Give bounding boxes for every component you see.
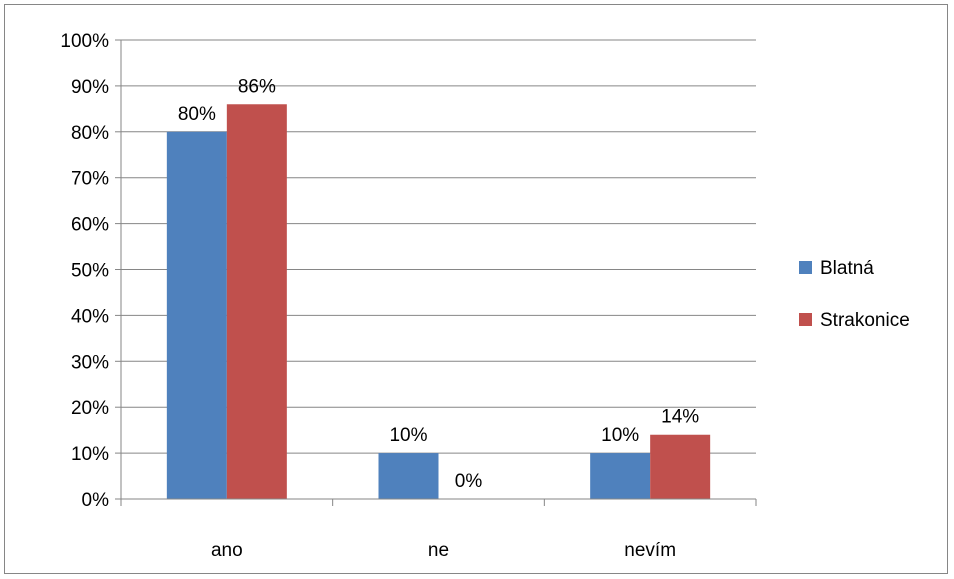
data-label: 10%	[389, 425, 427, 446]
y-tick-labels: 0% 10% 20% 30% 40% 50% 60% 70% 80% 90% 100%	[60, 31, 109, 511]
y-tick-label: 20%	[71, 398, 109, 419]
x-tick-labels: ano ne nevím	[211, 540, 676, 561]
y-tick-label: 100%	[60, 31, 109, 52]
bar	[650, 434, 711, 499]
legend: Blatná Strakonice	[799, 258, 910, 331]
bars	[166, 104, 711, 500]
y-tick-label: 90%	[71, 77, 109, 98]
bar	[590, 453, 651, 499]
x-tick-label: ne	[428, 540, 449, 561]
y-tick-label: 0%	[82, 490, 110, 511]
bar	[226, 104, 287, 499]
data-label: 86%	[238, 76, 276, 97]
y-tick-label: 40%	[71, 306, 109, 327]
legend-label: Blatná	[820, 258, 874, 279]
legend-swatch	[799, 313, 812, 326]
axes	[120, 40, 756, 500]
legend-label: Strakonice	[820, 310, 910, 331]
data-label: 14%	[661, 407, 699, 428]
y-tick-label: 10%	[71, 444, 109, 465]
y-tick-label: 50%	[71, 261, 109, 282]
y-tick-label: 30%	[71, 352, 109, 373]
legend-swatch	[799, 261, 812, 274]
data-labels: 80% 86% 10% 0% 10% 14%	[178, 76, 699, 492]
y-tick-label: 80%	[71, 123, 109, 144]
y-tick-label: 60%	[71, 215, 109, 236]
x-tick-label: nevím	[624, 540, 676, 561]
bar	[166, 131, 227, 500]
x-tick-label: ano	[211, 540, 243, 561]
bar	[378, 453, 439, 499]
data-label: 10%	[601, 425, 639, 446]
y-tick-label: 70%	[71, 169, 109, 190]
chart-frame	[4, 4, 948, 574]
data-label: 80%	[178, 104, 216, 125]
data-label: 0%	[455, 471, 483, 492]
